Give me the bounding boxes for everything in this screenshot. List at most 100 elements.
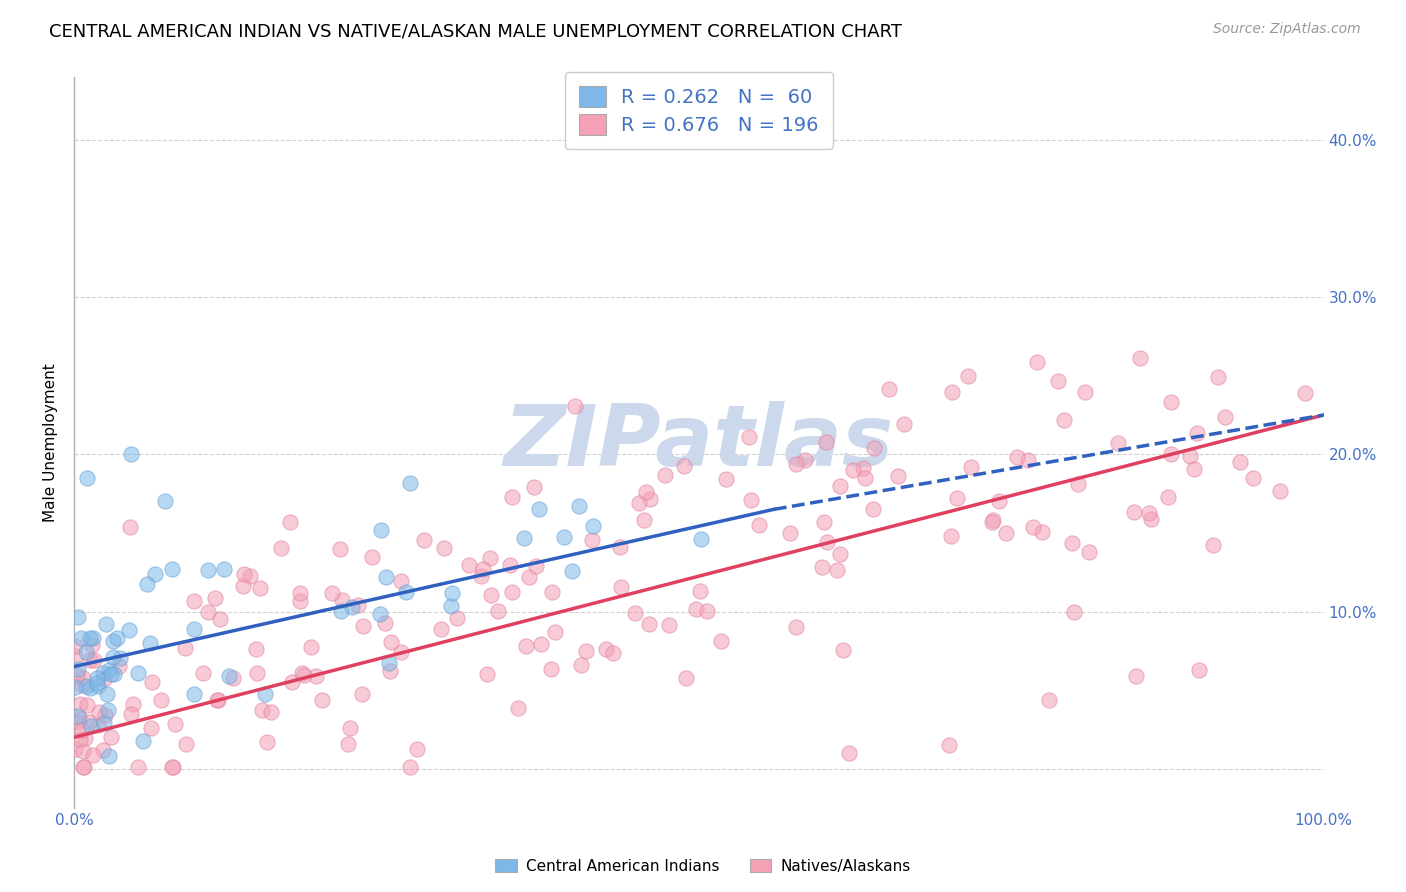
Point [79, 681, 101, 695]
Point [352, 618, 374, 632]
Point [91, 666, 114, 681]
Point [96, 687, 118, 701]
Point [479, 551, 502, 566]
Point [1062, 535, 1084, 549]
Point [108, 650, 131, 665]
Point [811, 559, 834, 574]
Point [70, 631, 93, 645]
Point [389, 574, 412, 589]
Text: ZIPatlas: ZIPatlas [503, 401, 894, 484]
Point [793, 453, 815, 467]
Point [689, 583, 711, 598]
Point [1107, 435, 1129, 450]
Point [361, 549, 384, 564]
Point [239, 569, 262, 583]
Point [120, 447, 142, 461]
Point [249, 581, 271, 595]
Point [207, 692, 229, 706]
Point [813, 515, 835, 529]
Point [1025, 355, 1047, 369]
Point [501, 490, 523, 504]
Point [69, 697, 91, 711]
Point [1241, 471, 1264, 485]
Point [174, 737, 197, 751]
Point [118, 519, 141, 533]
Point [832, 643, 855, 657]
Point [281, 675, 304, 690]
Point [458, 558, 481, 572]
Point [233, 567, 256, 582]
Point [887, 468, 910, 483]
Point [330, 593, 353, 607]
Point [470, 569, 492, 583]
Point [544, 625, 567, 640]
Point [83, 653, 105, 667]
Point [1063, 605, 1085, 619]
Point [633, 512, 655, 526]
Point [946, 491, 969, 505]
Point [246, 665, 269, 680]
Point [311, 693, 333, 707]
Point [938, 738, 960, 752]
Point [66, 708, 89, 723]
Point [815, 435, 838, 450]
Point [218, 669, 240, 683]
Point [205, 692, 228, 706]
Point [127, 760, 149, 774]
Point [93, 672, 115, 686]
Point [609, 540, 631, 554]
Point [446, 611, 468, 625]
Point [69, 731, 91, 746]
Point [1031, 524, 1053, 539]
Point [377, 657, 399, 671]
Point [72, 744, 94, 758]
Point [696, 604, 718, 618]
Point [368, 607, 391, 621]
Point [1206, 370, 1229, 384]
Point [1185, 426, 1208, 441]
Point [183, 687, 205, 701]
Point [163, 716, 186, 731]
Point [440, 599, 463, 614]
Point [299, 640, 322, 655]
Point [564, 399, 586, 413]
Point [1188, 663, 1211, 677]
Point [637, 616, 659, 631]
Point [1129, 351, 1152, 366]
Point [553, 530, 575, 544]
Point [1077, 545, 1099, 559]
Point [101, 634, 124, 648]
Point [139, 636, 162, 650]
Point [595, 642, 617, 657]
Point [862, 501, 884, 516]
Point [82, 748, 104, 763]
Point [956, 368, 979, 383]
Point [91, 743, 114, 757]
Point [141, 722, 163, 736]
Point [627, 496, 650, 510]
Point [65, 681, 87, 695]
Point [501, 585, 523, 599]
Point [1201, 538, 1223, 552]
Point [941, 385, 963, 400]
Point [94, 708, 117, 723]
Point [87, 680, 110, 694]
Point [1137, 507, 1160, 521]
Text: CENTRAL AMERICAN INDIAN VS NATIVE/ALASKAN MALE UNEMPLOYMENT CORRELATION CHART: CENTRAL AMERICAN INDIAN VS NATIVE/ALASKA… [49, 22, 903, 40]
Point [433, 541, 456, 555]
Point [253, 687, 276, 701]
Point [1021, 520, 1043, 534]
Point [174, 640, 197, 655]
Point [290, 594, 312, 608]
Point [785, 620, 807, 634]
Point [610, 580, 633, 594]
Point [561, 564, 583, 578]
Point [103, 667, 125, 681]
Point [981, 513, 1004, 527]
Point [1122, 505, 1144, 519]
Point [575, 644, 598, 658]
Point [441, 586, 464, 600]
Point [1182, 462, 1205, 476]
Point [86, 717, 108, 731]
Point [183, 622, 205, 636]
